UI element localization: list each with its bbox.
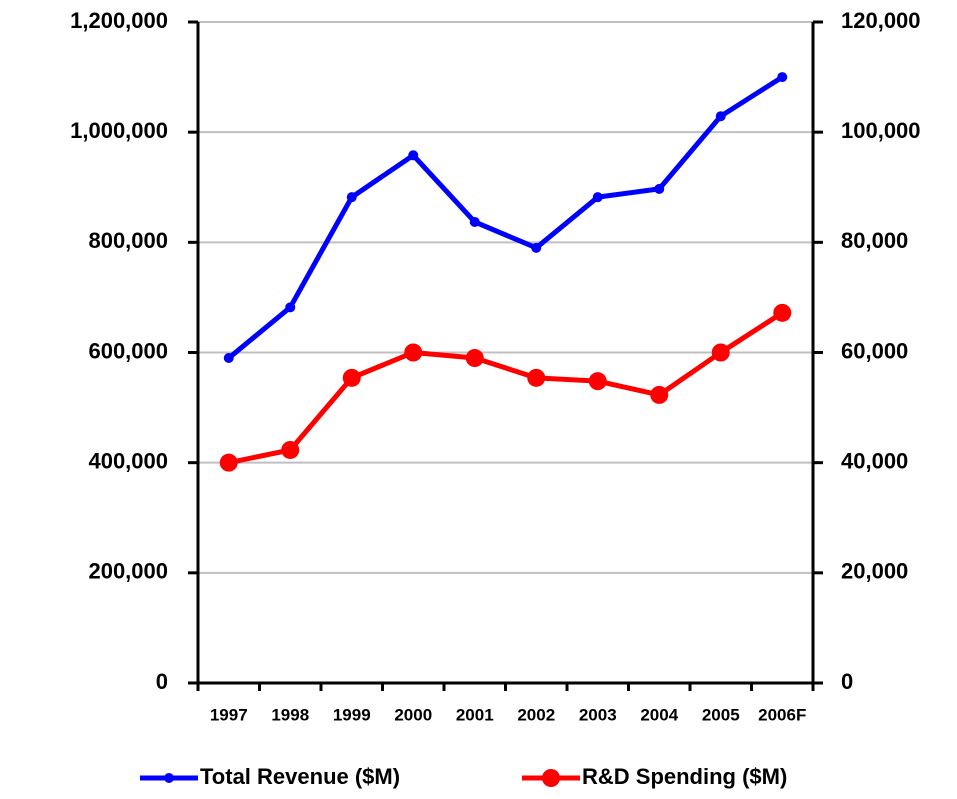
data-point: [469, 216, 480, 227]
data-point: [711, 343, 730, 362]
legend-label: R&D Spending ($M): [582, 764, 787, 789]
y2-tick-label: 100,000: [841, 118, 921, 143]
y2-tick-label: 40,000: [841, 448, 908, 473]
data-point: [285, 302, 296, 313]
data-point: [219, 453, 238, 472]
legend-label: Total Revenue ($M): [200, 764, 400, 789]
data-point: [777, 72, 788, 83]
x-tick-label: 2005: [702, 705, 740, 724]
y2-tick-label: 120,000: [841, 8, 921, 33]
data-point: [531, 242, 542, 253]
y-tick-label: 600,000: [88, 338, 168, 363]
data-point: [715, 111, 726, 122]
x-tick-label: 1998: [271, 705, 309, 724]
x-tick-label: 2000: [394, 705, 432, 724]
y-tick-label: 800,000: [88, 228, 168, 253]
data-point: [408, 150, 419, 161]
y2-tick-label: 80,000: [841, 228, 908, 253]
y-tick-label: 200,000: [88, 559, 168, 584]
y2-tick-label: 60,000: [841, 338, 908, 363]
y2-tick-label: 20,000: [841, 559, 908, 584]
legend-marker: [542, 769, 560, 787]
data-point: [346, 192, 357, 203]
data-point: [588, 372, 607, 391]
x-tick-label: 1999: [333, 705, 371, 724]
series-line: [227, 74, 784, 360]
x-tick-label: 2006F: [758, 705, 806, 724]
y-tick-label: 1,000,000: [70, 118, 168, 143]
data-point: [592, 192, 603, 203]
series-line: [228, 310, 784, 466]
legend-marker: [164, 773, 174, 783]
data-point: [281, 440, 300, 459]
x-tick-label: 2003: [579, 705, 617, 724]
data-point: [223, 353, 234, 364]
data-point: [773, 303, 792, 322]
x-tick-label: 2001: [456, 705, 494, 724]
data-point: [654, 183, 665, 194]
data-point: [465, 349, 484, 368]
data-point: [404, 343, 423, 362]
y2-tick-label: 0: [841, 669, 853, 694]
x-tick-label: 2004: [640, 705, 678, 724]
y-tick-label: 400,000: [88, 448, 168, 473]
data-point: [527, 368, 546, 387]
x-tick-label: 1997: [210, 705, 248, 724]
data-point: [650, 385, 669, 404]
y-tick-label: 1,200,000: [70, 8, 168, 33]
y-tick-label: 0: [156, 669, 168, 694]
x-tick-label: 2002: [517, 705, 555, 724]
data-point: [342, 368, 361, 387]
